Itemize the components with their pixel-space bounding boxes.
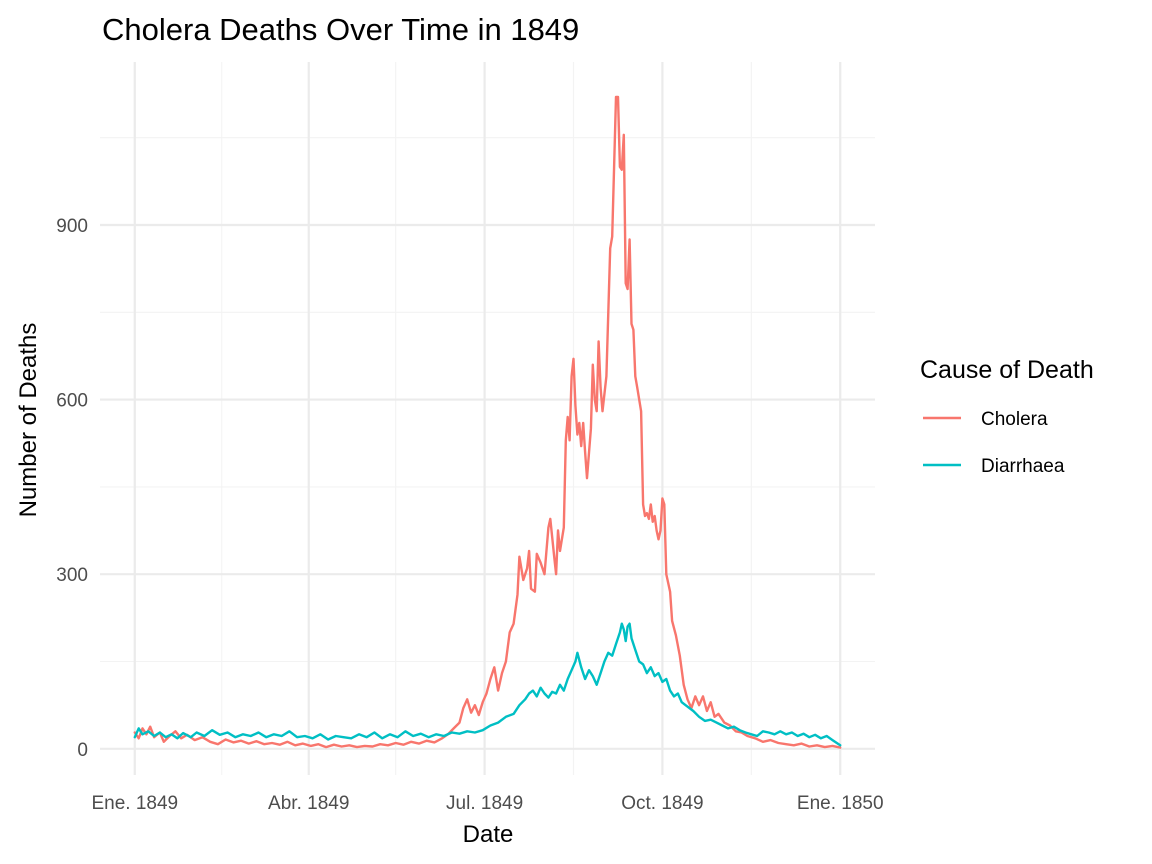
y-tick-label: 900	[56, 216, 88, 237]
legend-label-diarrhaea: Diarrhaea	[981, 456, 1065, 477]
legend: Cause of Death Cholera Diarrhaea	[920, 356, 1094, 477]
major-gridlines	[100, 62, 875, 775]
series-line-diarrhaea	[133, 622, 842, 747]
x-tick-label: Ene. 1849	[91, 793, 178, 814]
y-tick-label: 600	[56, 391, 88, 412]
x-axis-tick-labels: Ene. 1849 Abr. 1849 Jul. 1849 Oct. 1849 Ene.…	[91, 793, 883, 814]
chart-title: Cholera Deaths Over Time in 1849	[102, 12, 579, 47]
y-tick-label: 0	[77, 740, 88, 761]
x-tick-label: Oct. 1849	[621, 793, 703, 814]
series-line-cholera	[133, 95, 842, 749]
legend-items: Cholera Diarrhaea	[923, 409, 1065, 477]
x-axis-title: Date	[463, 821, 514, 848]
y-tick-label: 300	[56, 565, 88, 586]
y-axis-title: Number of Deaths	[15, 323, 42, 518]
x-tick-label: Jul. 1849	[446, 793, 523, 814]
x-tick-label: Abr. 1849	[268, 793, 349, 814]
minor-gridlines	[100, 62, 875, 775]
series-layer	[133, 95, 842, 749]
legend-title: Cause of Death	[920, 356, 1094, 384]
legend-label-cholera: Cholera	[981, 409, 1048, 430]
x-tick-label: Ene. 1850	[797, 793, 884, 814]
y-axis-tick-labels: 0 300 600 900	[56, 216, 88, 761]
